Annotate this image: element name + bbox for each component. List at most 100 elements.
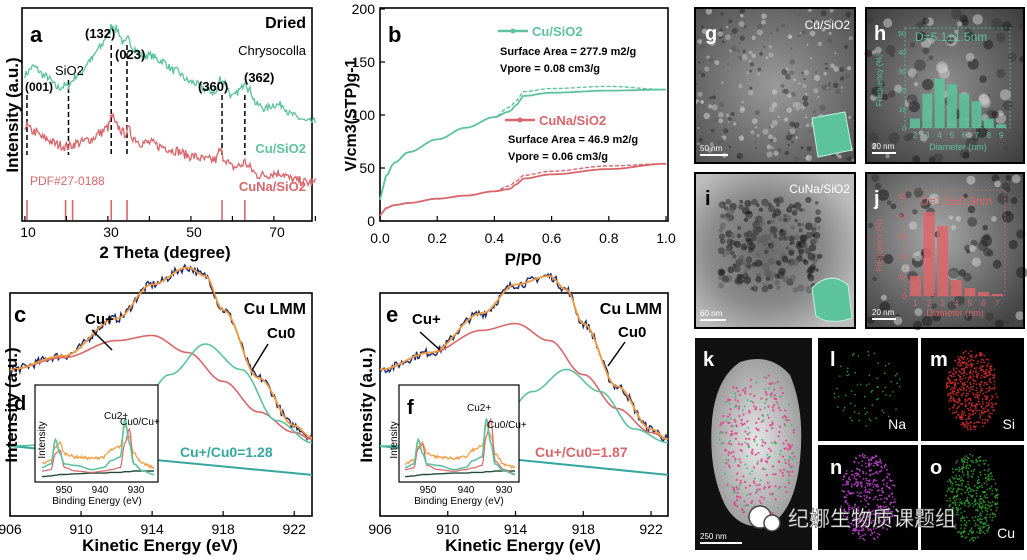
scale-bar-label: 250 nm [700, 532, 727, 541]
eds-signal-dot [971, 516, 974, 519]
eds-signal-dot [969, 417, 971, 420]
eds-signal-dot [880, 462, 883, 464]
tem-texture [886, 200, 892, 206]
eds-signal-dot [972, 385, 974, 388]
eds-signal-dot [862, 527, 864, 530]
legend-marker-cu-sio2 [510, 28, 516, 34]
eds-signal-dot [769, 493, 772, 496]
panel-b-ytick: 150 [352, 54, 376, 70]
eds-signal-dot [953, 384, 956, 386]
panel-n: n [818, 445, 918, 550]
eds-signal-dot [881, 479, 884, 482]
eds-signal-dot [864, 505, 867, 508]
eds-signal-dot [969, 421, 972, 424]
tem-texture [805, 116, 808, 119]
eds-signal-dot [737, 400, 740, 403]
eds-signal-dot [959, 403, 962, 405]
eds-signal-dot [881, 487, 884, 489]
eds-signal-dot [975, 375, 978, 378]
eds-signal-dot [749, 385, 752, 388]
eds-signal-dot [958, 470, 960, 472]
eds-signal-dot [882, 505, 885, 508]
eds-signal-dot [959, 507, 962, 510]
tem-texture [719, 137, 725, 143]
tem-texture [999, 89, 1012, 101]
tem-texture [921, 315, 933, 327]
eds-signal-dot [950, 395, 952, 398]
eds-signal-dot [760, 502, 763, 505]
eds-signal-dot [865, 499, 867, 502]
eds-signal-dot [979, 525, 982, 528]
tem-texture [773, 150, 779, 156]
scale-bar-label: 50 nm [700, 144, 723, 153]
eds-signal-dot [960, 394, 963, 397]
eds-signal-dot [961, 416, 964, 419]
tem-texture [963, 193, 968, 199]
eds-signal-dot [968, 486, 971, 489]
eds-signal-dot [751, 470, 754, 473]
eds-signal-dot [868, 459, 870, 462]
histogram-bar [971, 101, 982, 128]
eds-signal-dot [886, 528, 888, 531]
tem-texture [885, 154, 890, 159]
eds-signal-dot [981, 365, 984, 368]
tem-texture [997, 193, 1009, 205]
eds-signal-dot [965, 425, 967, 427]
eds-signal-dot [981, 504, 984, 507]
eds-signal-dot [890, 510, 892, 513]
tem-texture [719, 28, 723, 32]
eds-signal-dot [956, 491, 958, 493]
tem-texture [698, 61, 701, 64]
histogram-xtick: 3 [925, 131, 930, 140]
eds-signal-dot [977, 372, 980, 375]
eds-signal-dot [767, 405, 770, 408]
eds-signal-dot [953, 379, 956, 382]
eds-signal-dot [875, 527, 877, 530]
eds-signal-dot [957, 488, 959, 491]
eds-signal-dot [962, 392, 965, 395]
tem-texture [777, 115, 780, 119]
eds-signal-dot [750, 499, 754, 502]
tem-texture [803, 78, 806, 81]
eds-signal-dot [974, 380, 977, 383]
tem-texture [961, 18, 969, 26]
eds-signal-dot [877, 515, 879, 517]
eds-signal-dot [851, 492, 853, 495]
tem-texture [770, 124, 774, 129]
panel-a-corner-label: Dried [265, 15, 306, 32]
eds-signal-dot [958, 378, 961, 381]
tem-texture [814, 71, 817, 74]
eds-signal-dot [966, 366, 969, 369]
eds-signal-dot [992, 406, 994, 409]
panel-b-xtick: 0.8 [599, 230, 619, 246]
eds-signal-dot [774, 473, 777, 476]
eds-signal-dot [858, 419, 860, 422]
eds-signal-dot [964, 350, 967, 353]
eds-signal-dot [976, 531, 978, 534]
eds-signal-dot [861, 525, 864, 527]
eds-signal-dot [962, 474, 965, 476]
tem-texture [1015, 311, 1025, 320]
eds-signal-dot [975, 371, 977, 374]
tem-texture [885, 45, 896, 55]
eds-signal-dot [947, 393, 950, 396]
tem-texture [725, 113, 730, 118]
tem-texture [805, 231, 813, 239]
eds-signal-dot [839, 375, 841, 377]
tem-texture [812, 238, 819, 245]
tem-texture [738, 21, 745, 27]
tem-texture [833, 66, 839, 72]
eds-signal-dot [972, 494, 974, 497]
eds-signal-dot [757, 460, 759, 463]
panel-j-ylabel: Frequency (%) [875, 218, 884, 271]
panel-e-cu-zero: Cu0 [618, 324, 646, 341]
tem-texture [829, 18, 832, 21]
eds-signal-dot [960, 380, 962, 383]
tem-texture [695, 82, 699, 86]
eds-signal-dot [735, 478, 738, 481]
eds-signal-dot [975, 406, 977, 408]
eds-signal-dot [951, 482, 954, 485]
panel-c-cu-zero: Cu0 [267, 325, 295, 342]
tem-texture [995, 319, 1004, 329]
tem-texture [817, 95, 820, 99]
